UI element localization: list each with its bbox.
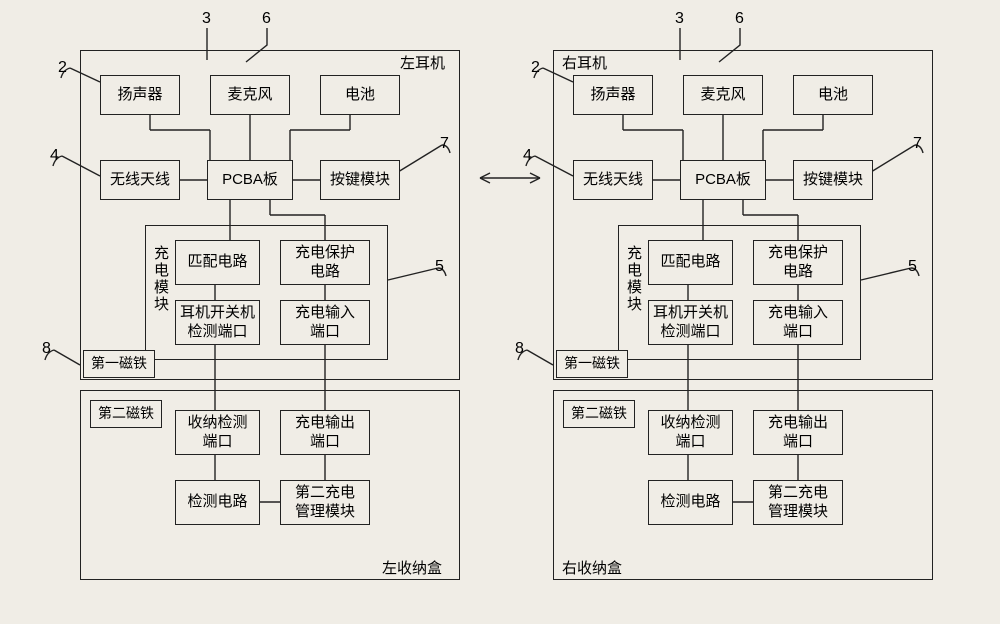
detect-circuit-box-right: 检测电路 [648, 480, 733, 525]
magnet2-box-right: 第二磁铁 [563, 400, 635, 428]
right-earphone-title: 右耳机 [562, 55, 607, 74]
left-case-title: 左收纳盒 [382, 560, 442, 579]
second-charge-mgmt-box-left: 第二充电 管理模块 [280, 480, 370, 525]
mic-box-right: 麦克风 [683, 75, 763, 115]
pcba-box-right: PCBA板 [680, 160, 766, 200]
callout-6-right: 6 [735, 10, 744, 28]
diagram-stage: 左耳机 扬声器 麦克风 电池 无线天线 PCBA板 按键模块 充电模块 匹配电路… [0, 0, 1000, 624]
antenna-box-right: 无线天线 [573, 160, 653, 200]
boot-detect-box-right: 耳机开关机 检测端口 [648, 300, 733, 345]
dock-detect-box-left: 收纳检测 端口 [175, 410, 260, 455]
speaker-box-left: 扬声器 [100, 75, 180, 115]
callout-7-right: 7 [913, 135, 922, 153]
boot-detect-box-left: 耳机开关机 检测端口 [175, 300, 260, 345]
callout-2-left: 2 [58, 59, 67, 77]
callout-8-right: 8 [515, 340, 524, 358]
callout-3-right: 3 [675, 10, 684, 28]
charge-module-vlabel-right: 充电模块 [623, 245, 644, 313]
battery-box-right: 电池 [793, 75, 873, 115]
callout-4-right: 4 [523, 147, 532, 165]
callout-3-left: 3 [202, 10, 211, 28]
keys-box-left: 按键模块 [320, 160, 400, 200]
charge-protect-box-right: 充电保护 电路 [753, 240, 843, 285]
speaker-box-right: 扬声器 [573, 75, 653, 115]
mic-box-left: 麦克风 [210, 75, 290, 115]
magnet1-box-right: 第一磁铁 [556, 350, 628, 378]
callout-2-right: 2 [531, 59, 540, 77]
callout-7-left: 7 [440, 135, 449, 153]
match-circuit-box-left: 匹配电路 [175, 240, 260, 285]
charge-module-vlabel-left: 充电模块 [150, 245, 171, 313]
callout-4-left: 4 [50, 147, 59, 165]
callout-5-right: 5 [908, 258, 917, 276]
callout-5-left: 5 [435, 258, 444, 276]
charge-in-box-right: 充电输入 端口 [753, 300, 843, 345]
callout-6-left: 6 [262, 10, 271, 28]
magnet2-box-left: 第二磁铁 [90, 400, 162, 428]
battery-box-left: 电池 [320, 75, 400, 115]
callout-8-left: 8 [42, 340, 51, 358]
right-case-title: 右收纳盒 [562, 560, 622, 579]
antenna-box-left: 无线天线 [100, 160, 180, 200]
magnet1-box-left: 第一磁铁 [83, 350, 155, 378]
charge-out-box-left: 充电输出 端口 [280, 410, 370, 455]
match-circuit-box-right: 匹配电路 [648, 240, 733, 285]
keys-box-right: 按键模块 [793, 160, 873, 200]
charge-in-box-left: 充电输入 端口 [280, 300, 370, 345]
charge-out-box-right: 充电输出 端口 [753, 410, 843, 455]
second-charge-mgmt-box-right: 第二充电 管理模块 [753, 480, 843, 525]
charge-protect-box-left: 充电保护 电路 [280, 240, 370, 285]
pcba-box-left: PCBA板 [207, 160, 293, 200]
dock-detect-box-right: 收纳检测 端口 [648, 410, 733, 455]
detect-circuit-box-left: 检测电路 [175, 480, 260, 525]
left-earphone-title: 左耳机 [400, 55, 445, 74]
